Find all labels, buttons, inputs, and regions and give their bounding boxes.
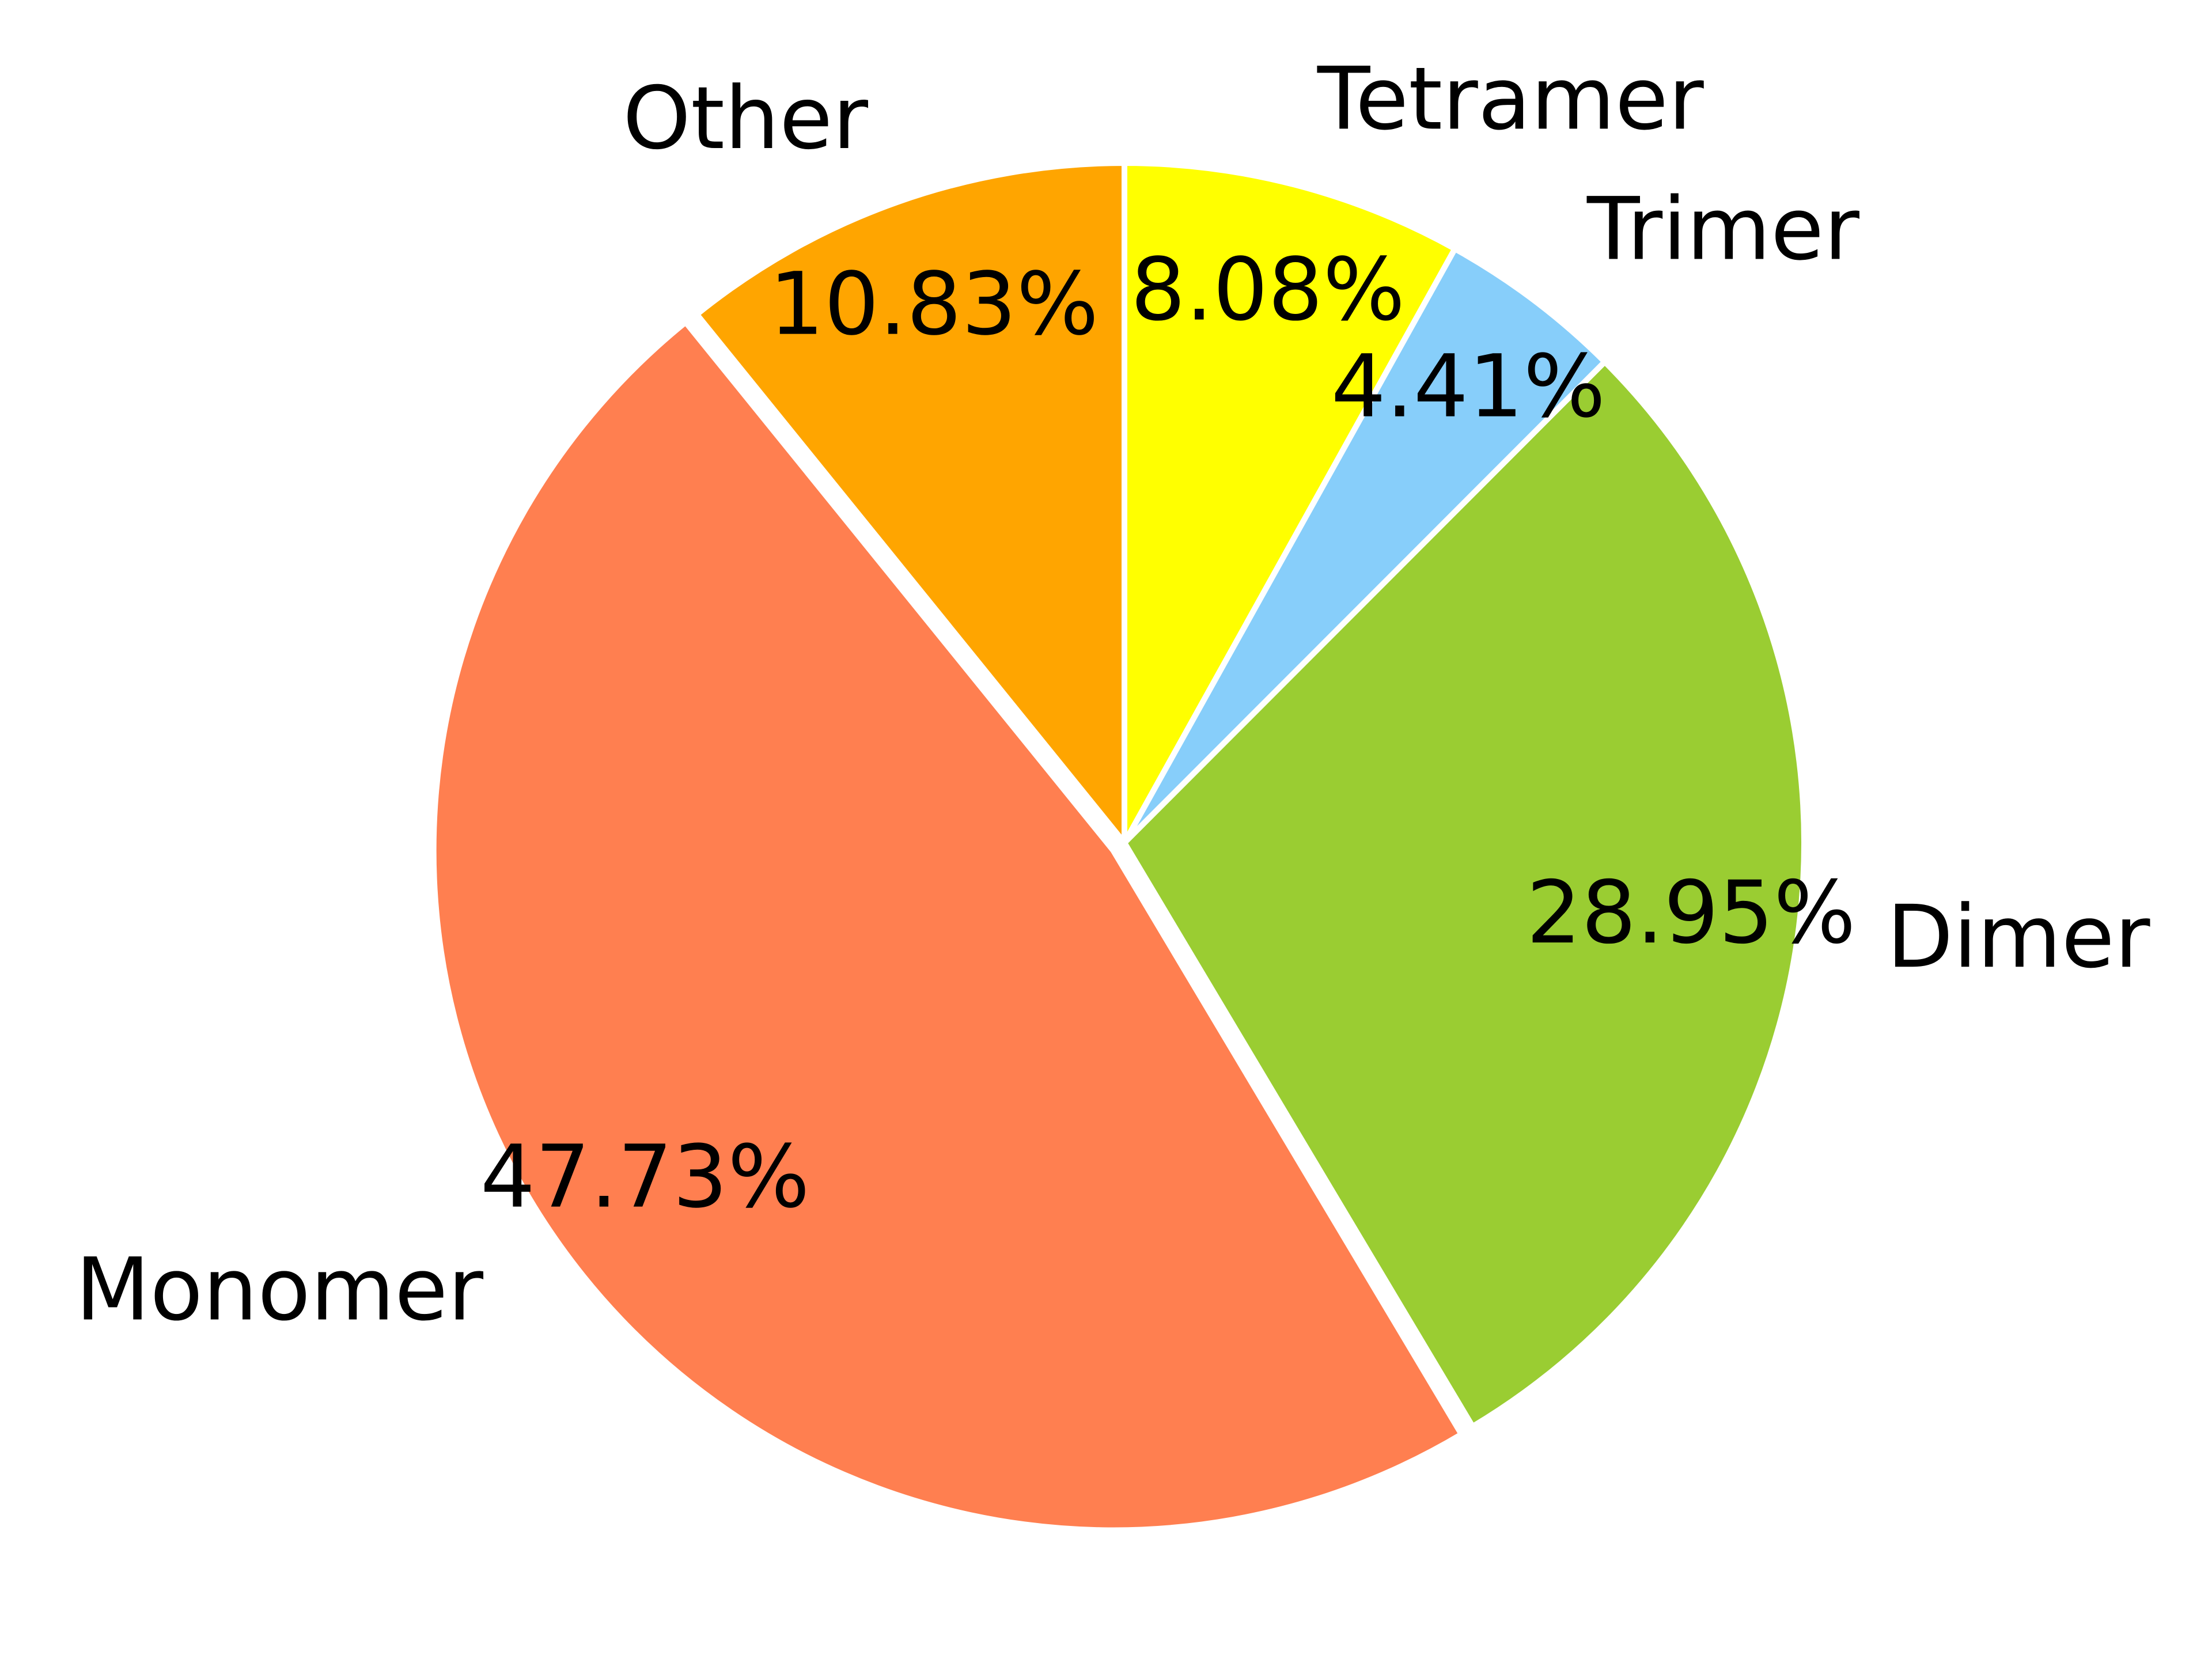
pie-slice-tetramer bbox=[1122, 160, 1459, 854]
pie-slice-dimer bbox=[1120, 358, 1807, 1431]
pct-label-other: 10.83% bbox=[769, 255, 1099, 355]
pie-slice-trimer bbox=[1122, 245, 1609, 845]
pie-slice-other bbox=[692, 160, 1127, 851]
pie-slice-monomer bbox=[430, 318, 1465, 1533]
slice-label-trimer: Trimer bbox=[1586, 179, 1859, 279]
pct-label-trimer: 4.41% bbox=[1331, 337, 1606, 437]
pie-slices bbox=[430, 160, 1807, 1533]
pie-labels: 10.83% Other 47.73% Monomer 28.95% Dimer 4.41%… bbox=[75, 49, 2150, 1340]
slice-label-tetramer: Tetramer bbox=[1317, 49, 1704, 149]
slice-label-monomer: Monomer bbox=[75, 1240, 483, 1340]
slice-label-other: Other bbox=[623, 69, 868, 169]
pct-label-tetramer: 8.08% bbox=[1131, 240, 1406, 340]
slice-label-dimer: Dimer bbox=[1887, 887, 2150, 987]
pct-label-monomer: 47.73% bbox=[480, 1127, 810, 1228]
pct-label-dimer: 28.95% bbox=[1527, 863, 1856, 963]
